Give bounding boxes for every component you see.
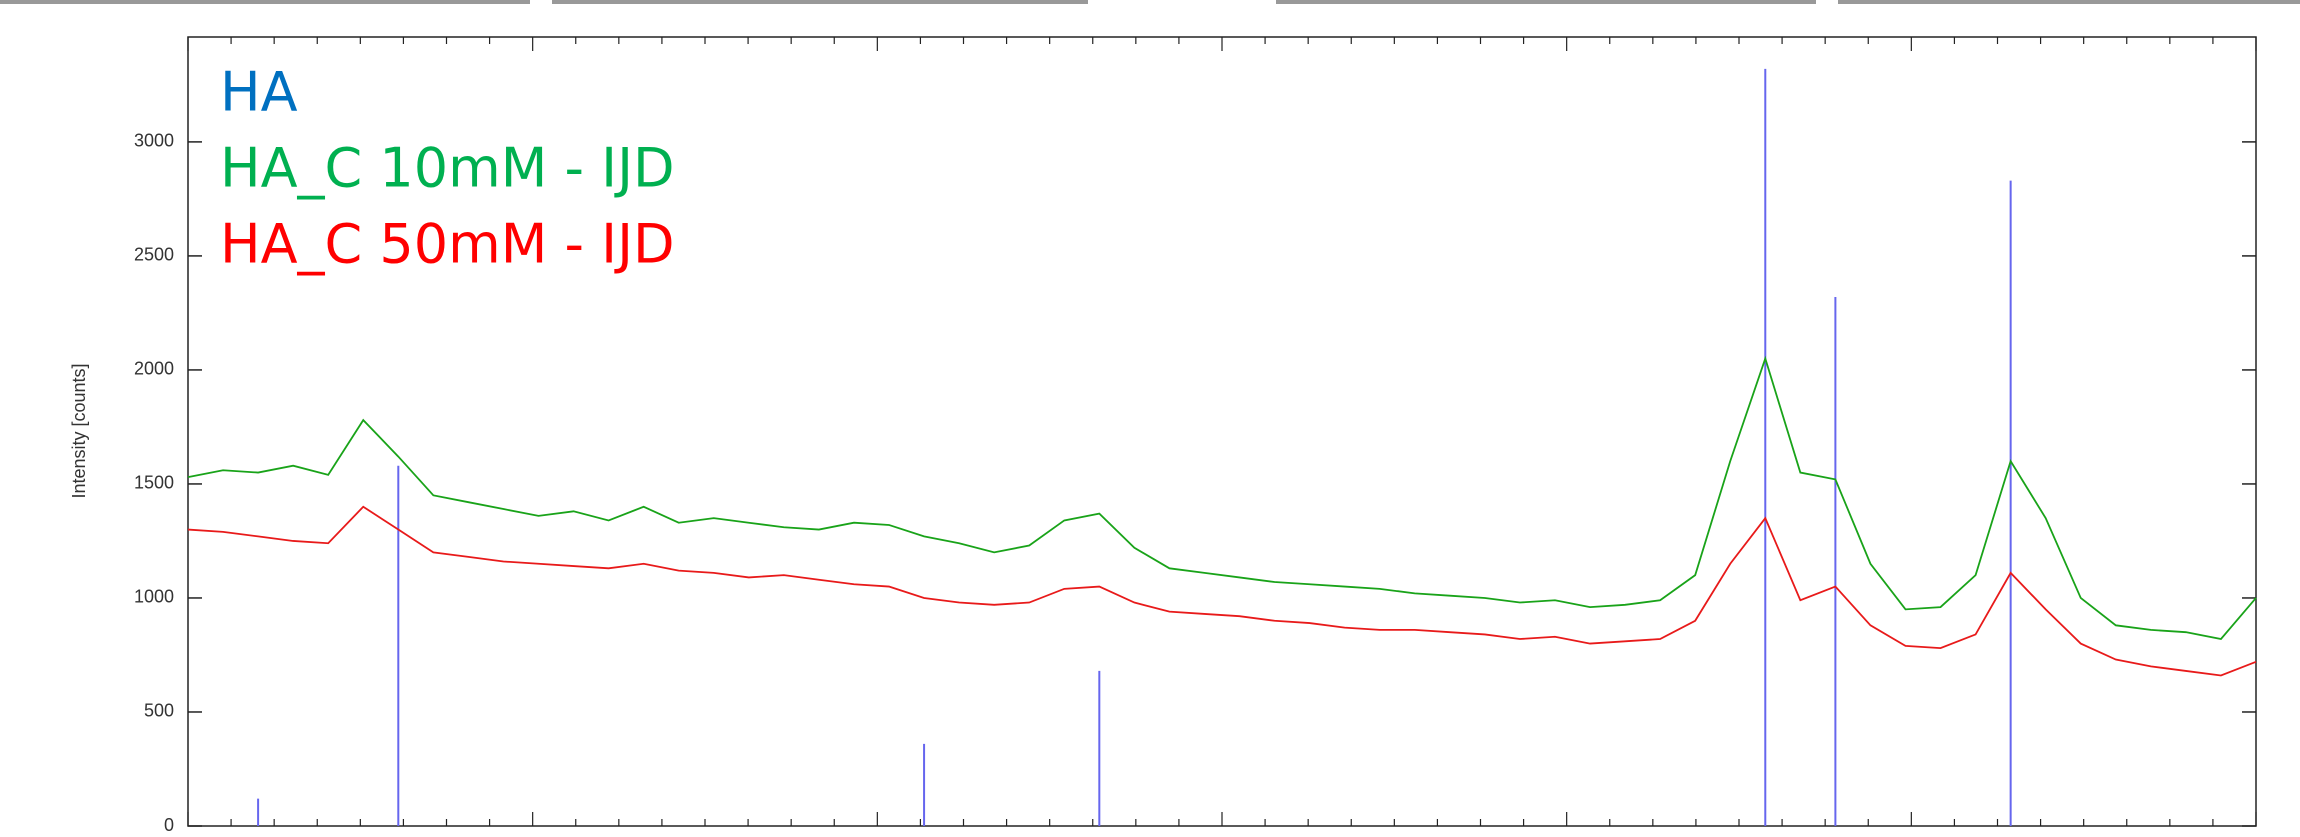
legend-entry: HA_C 10mM - IJD: [220, 137, 675, 200]
data-line: [187, 505, 2257, 677]
y-tick-label: 2000: [134, 359, 174, 379]
y-tick-label: 1500: [134, 473, 174, 493]
y-tick-label: 1000: [134, 587, 174, 607]
legend-entry: HA: [220, 61, 298, 124]
top-strip: [1838, 0, 2300, 4]
top-strip: [552, 0, 1088, 4]
top-strip: [1276, 0, 1816, 4]
y-tick-label: 0: [164, 815, 174, 835]
y-tick-label: 500: [144, 701, 174, 721]
y-tick-label: 3000: [134, 131, 174, 151]
y-tick-label: 2500: [134, 245, 174, 265]
y-axis-label: Intensity [counts]: [69, 363, 89, 498]
top-strip: [0, 0, 530, 4]
legend-entry: HA_C 50mM - IJD: [220, 213, 675, 276]
data-line: [187, 355, 2257, 640]
